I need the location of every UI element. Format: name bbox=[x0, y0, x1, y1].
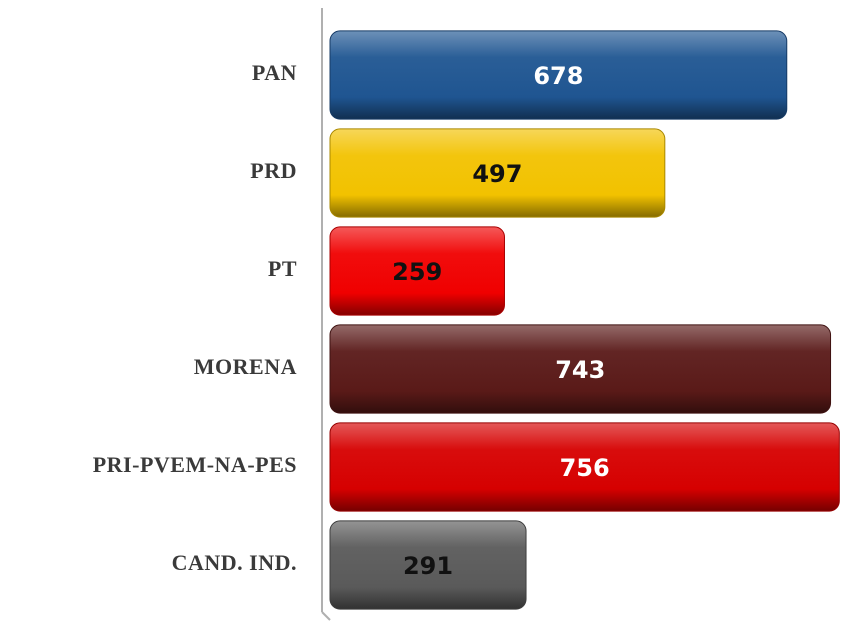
category-label: PRD bbox=[250, 158, 297, 183]
bar bbox=[329, 520, 527, 610]
value-label: 756 bbox=[560, 454, 610, 482]
value-label: 291 bbox=[403, 552, 453, 580]
category-label: CAND. IND. bbox=[172, 550, 297, 575]
bar bbox=[329, 324, 832, 414]
bar bbox=[329, 30, 788, 120]
bar bbox=[329, 128, 666, 218]
value-label: 743 bbox=[555, 356, 605, 384]
value-label: 259 bbox=[392, 258, 442, 286]
category-label: PRI-PVEM-NA-PES bbox=[93, 452, 297, 477]
bar bbox=[329, 226, 505, 316]
bar bbox=[329, 422, 840, 512]
value-label: 497 bbox=[472, 160, 522, 188]
axis-line bbox=[321, 611, 331, 621]
category-label: PAN bbox=[252, 60, 297, 85]
value-label: 678 bbox=[533, 62, 583, 90]
category-label: MORENA bbox=[194, 354, 297, 379]
category-label: PT bbox=[268, 256, 297, 281]
